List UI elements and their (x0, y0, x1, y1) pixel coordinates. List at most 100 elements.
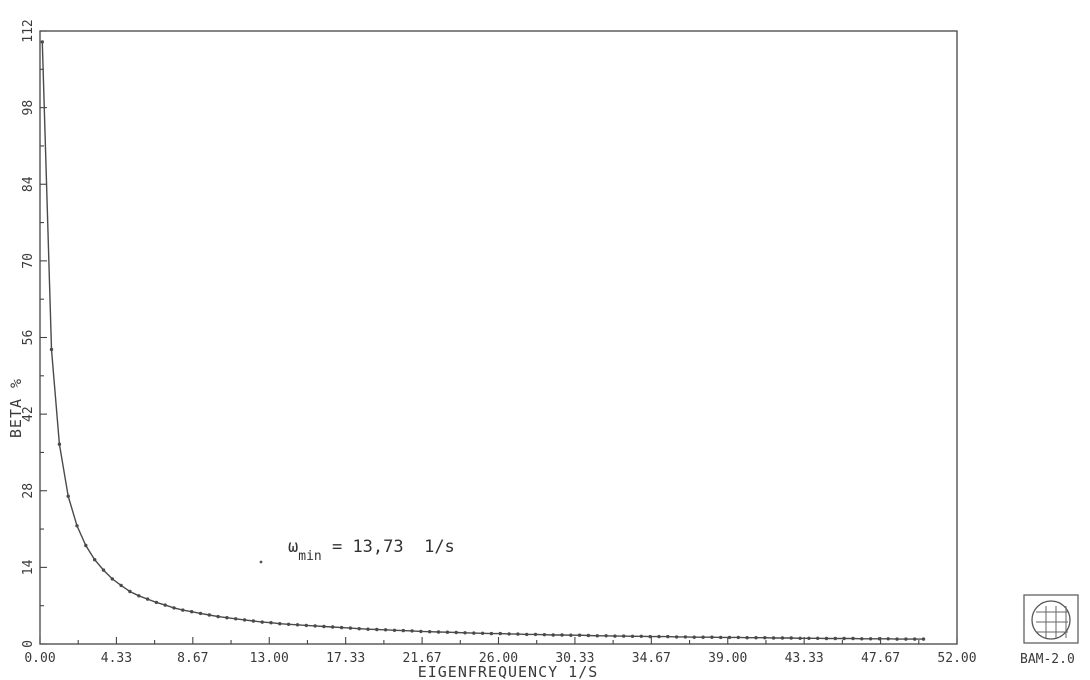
data-point (595, 634, 599, 638)
data-point (648, 634, 652, 639)
y-tick-label: 70 (21, 253, 36, 269)
data-point (569, 633, 573, 637)
data-point (75, 524, 79, 528)
data-point (780, 636, 785, 640)
x-tick-label: 13.00 (250, 651, 289, 666)
data-point (278, 622, 282, 626)
data-point (137, 594, 141, 598)
stray-mark (259, 560, 263, 564)
data-point (639, 634, 643, 638)
y-tick-label: 28 (21, 483, 36, 499)
data-point (798, 636, 802, 640)
data-point (331, 625, 335, 629)
data-point (472, 631, 476, 635)
data-point (754, 636, 758, 640)
x-tick-label: 0.00 (24, 651, 55, 666)
data-point (286, 622, 291, 626)
x-tick-label: 8.67 (177, 651, 208, 666)
data-point (190, 610, 194, 614)
data-point (560, 633, 564, 637)
data-point (66, 494, 70, 498)
data-point (445, 630, 450, 634)
data-point (525, 632, 529, 637)
data-point (375, 627, 379, 632)
data-point (860, 637, 864, 641)
x-tick-label: 21.67 (403, 651, 442, 666)
data-point (154, 600, 159, 605)
y-axis-label: BETA % (7, 378, 25, 438)
data-point (454, 630, 458, 635)
series-line (41, 41, 924, 640)
data-point (674, 635, 679, 639)
x-tick-label: 52.00 (937, 651, 976, 666)
data-point (428, 630, 432, 634)
y-tick-label: 84 (21, 176, 36, 192)
data-point (913, 637, 917, 641)
data-point (851, 636, 855, 641)
data-point (401, 628, 405, 633)
data-point (604, 634, 608, 638)
data-point (630, 634, 635, 638)
data-point (84, 543, 88, 548)
data-point (833, 636, 837, 641)
data-point (172, 606, 176, 610)
x-tick-label: 26.00 (479, 651, 518, 666)
data-point (436, 630, 441, 634)
data-point (410, 629, 414, 633)
data-point (392, 628, 397, 632)
data-point (366, 627, 370, 631)
data-point (145, 597, 150, 601)
y-tick-label: 98 (21, 100, 36, 116)
omega-min-annotation: ωmin = 13,73 1/s (288, 537, 455, 564)
data-point (110, 577, 115, 581)
x-tick-label: 30.33 (555, 651, 594, 666)
data-point (516, 632, 520, 636)
data-point (727, 635, 732, 640)
x-tick-label: 39.00 (708, 651, 747, 666)
data-point (807, 636, 811, 640)
data-point (357, 627, 361, 631)
axis-ticks (39, 30, 958, 645)
data-point (260, 620, 264, 624)
data-point (269, 621, 273, 625)
x-tick-label: 43.33 (785, 651, 824, 666)
data-point (119, 583, 123, 588)
data-point (736, 635, 740, 640)
data-point (198, 611, 203, 616)
data-point (295, 623, 300, 627)
data-point (666, 634, 670, 639)
data-point (921, 637, 926, 641)
x-axis-label: EIGENFREQUENCY 1/S (418, 663, 599, 680)
data-point (128, 589, 132, 594)
data-point (304, 623, 308, 628)
bam-stamp: BAM-2.0 (1020, 594, 1079, 667)
data-point (533, 632, 538, 637)
data-point (463, 631, 467, 635)
data-point (683, 635, 688, 639)
y-tick-label: 112 (21, 19, 36, 42)
data-point (207, 613, 211, 617)
stamp-text: BAM-2.0 (1020, 652, 1075, 667)
data-point (895, 637, 899, 641)
series-0 (40, 40, 926, 641)
data-point (710, 635, 714, 639)
data-point (216, 614, 220, 619)
data-point (225, 616, 229, 620)
data-point (251, 619, 256, 623)
data-point (613, 634, 617, 638)
y-tick-label: 42 (21, 406, 36, 422)
data-point (868, 637, 873, 641)
data-point (507, 632, 511, 636)
data-point (234, 617, 238, 621)
data-point (692, 635, 696, 639)
data-point (586, 633, 591, 638)
omega-value: = 13,73 1/s (322, 537, 455, 557)
data-point (339, 625, 344, 630)
data-point (163, 603, 167, 607)
data-point (763, 636, 767, 640)
data-point (886, 637, 890, 641)
data-point (489, 631, 494, 636)
data-point (101, 568, 106, 572)
data-point (719, 635, 723, 640)
